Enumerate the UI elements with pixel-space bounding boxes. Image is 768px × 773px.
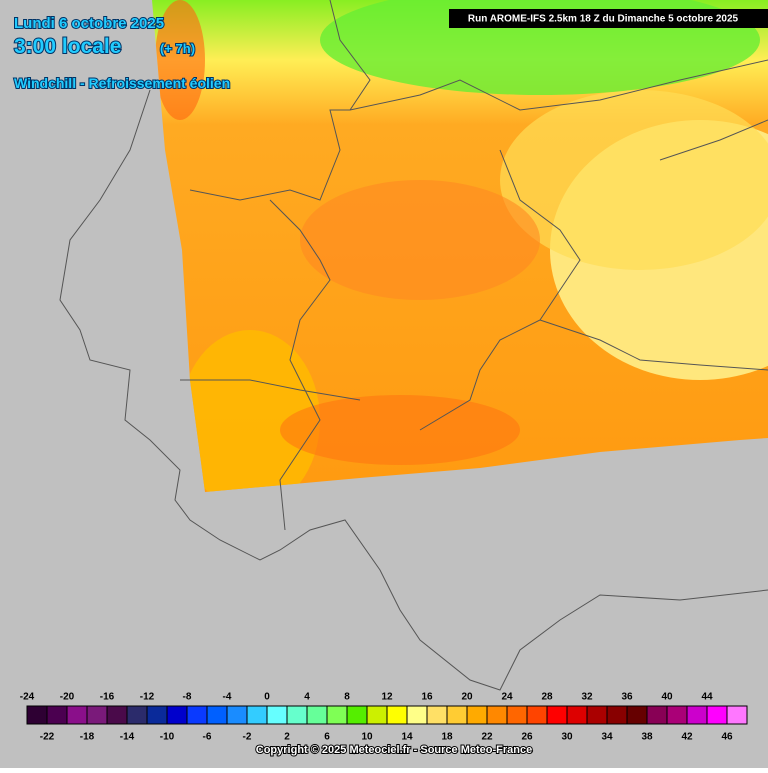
legend-label: 10 (361, 732, 373, 743)
legend-label: -4 (223, 692, 232, 703)
legend-swatch (66, 705, 88, 725)
legend-label: -22 (40, 732, 55, 743)
parameter: Windchill - Refroissement éolien (14, 75, 230, 91)
legend-label: -18 (80, 732, 95, 743)
legend-label: 32 (581, 692, 593, 703)
legend-label: 38 (641, 732, 653, 743)
legend-swatch (346, 705, 368, 725)
legend-label: 34 (601, 732, 613, 743)
legend-label: 40 (661, 692, 673, 703)
legend-swatch (226, 705, 248, 725)
legend-swatch (486, 705, 508, 725)
legend-swatch (466, 705, 488, 725)
legend-swatch (106, 705, 128, 725)
legend-label: 4 (304, 692, 310, 703)
legend-swatch (626, 705, 648, 725)
legend-label: -16 (100, 692, 115, 703)
legend-label: -24 (20, 692, 35, 703)
legend-swatch (266, 705, 288, 725)
legend-label: 28 (541, 692, 553, 703)
legend-swatch (326, 705, 348, 725)
run-info: Run AROME-IFS 2.5km 18 Z du Dimanche 5 o… (468, 14, 739, 25)
legend-label: 2 (284, 732, 290, 743)
legend-swatch (126, 705, 148, 725)
legend-label: -6 (203, 732, 212, 743)
data-field (152, 0, 768, 492)
legend-swatch (386, 705, 408, 725)
legend-swatch (206, 705, 228, 725)
legend-label: -2 (243, 732, 252, 743)
legend-label: -12 (140, 692, 155, 703)
legend-label: 0 (264, 692, 270, 703)
legend-swatch (366, 705, 388, 725)
legend-swatch (166, 705, 188, 725)
legend-label: -20 (60, 692, 75, 703)
legend-swatch (566, 705, 588, 725)
legend-label: 42 (681, 732, 693, 743)
legend-swatch (666, 705, 688, 725)
date: Lundi 6 octobre 2025 (14, 15, 164, 32)
legend-swatch (426, 705, 448, 725)
borders (59, 0, 768, 691)
legend-label: 8 (344, 692, 350, 703)
legend-label: -14 (120, 732, 135, 743)
legend-swatch (306, 705, 328, 725)
legend-swatch (286, 705, 308, 725)
legend-swatch (546, 705, 568, 725)
legend-label: 12 (381, 692, 393, 703)
copyright: Copyright © 2025 Meteociel.fr - Source M… (256, 744, 532, 756)
legend-swatch (686, 705, 708, 725)
legend-swatch (46, 705, 68, 725)
legend-swatch (86, 705, 108, 725)
legend-swatch (586, 705, 608, 725)
legend-label: -10 (160, 732, 175, 743)
run-box (449, 9, 768, 28)
legend: -24-22-20-18-16-14-12-10-8-6-4-202468101… (20, 692, 748, 743)
legend-swatch (526, 705, 548, 725)
legend-label: -8 (183, 692, 192, 703)
legend-swatch (606, 705, 628, 725)
legend-label: 16 (421, 692, 433, 703)
legend-label: 26 (521, 732, 533, 743)
legend-swatch (146, 705, 168, 725)
time: 3:00 locale (14, 35, 121, 58)
legend-label: 22 (481, 732, 493, 743)
offset: (+ 7h) (160, 41, 195, 56)
legend-label: 6 (324, 732, 330, 743)
legend-swatch (706, 705, 728, 725)
legend-swatch (406, 705, 428, 725)
legend-label: 36 (621, 692, 633, 703)
legend-swatch (246, 705, 268, 725)
legend-swatch (646, 705, 668, 725)
legend-label: 24 (501, 692, 513, 703)
legend-label: 18 (441, 732, 453, 743)
legend-label: 20 (461, 692, 473, 703)
legend-swatch (26, 705, 48, 725)
legend-label: 46 (721, 732, 733, 743)
legend-swatch (726, 705, 748, 725)
legend-swatch (186, 705, 208, 725)
legend-swatch (506, 705, 528, 725)
legend-swatch (446, 705, 468, 725)
legend-label: 14 (401, 732, 413, 743)
legend-label: 30 (561, 732, 573, 743)
legend-label: 44 (701, 692, 713, 703)
